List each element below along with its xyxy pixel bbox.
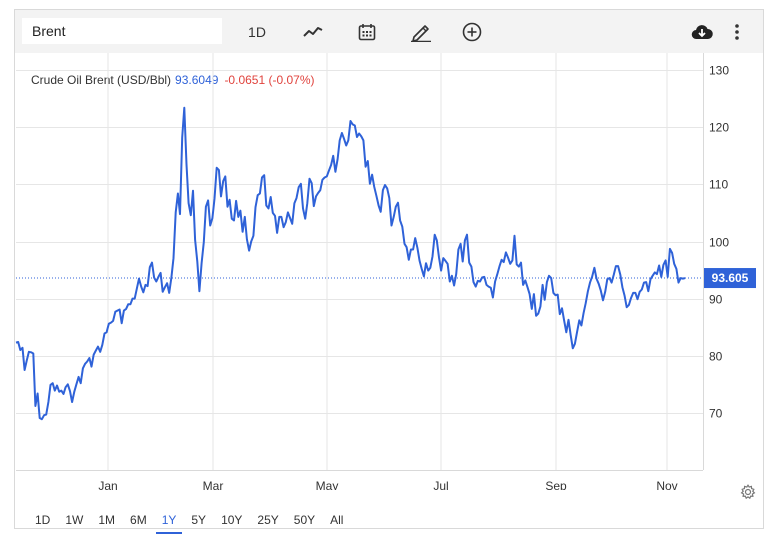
- pencil-icon[interactable]: [405, 18, 437, 46]
- range-button-25y[interactable]: 25Y: [257, 513, 279, 527]
- range-button-5y[interactable]: 5Y: [191, 513, 207, 527]
- y-tick-label: 120: [709, 121, 729, 135]
- x-tick-label: Jan: [98, 479, 117, 490]
- x-tick-label: Mar: [203, 479, 224, 490]
- y-tick-label: 70: [709, 407, 723, 421]
- line-chart[interactable]: 70 80 90 100 110 120 130 Jan Mar May Jul Sep Nov 93.6…: [15, 10, 763, 490]
- last-price: 93.6049: [175, 73, 219, 87]
- line-chart-icon[interactable]: [297, 18, 329, 46]
- toolbar: 1D: [15, 10, 763, 53]
- interval-button[interactable]: 1D: [248, 24, 266, 40]
- current-price-tag-label: 93.605: [712, 271, 749, 285]
- add-circle-icon[interactable]: [456, 18, 488, 46]
- y-tick-label: 80: [709, 350, 723, 364]
- range-button-1d[interactable]: 1D: [35, 513, 51, 527]
- range-button-1w[interactable]: 1W: [65, 513, 84, 527]
- series-line[interactable]: [15, 106, 686, 421]
- range-button-10y[interactable]: 10Y: [221, 513, 243, 527]
- more-vertical-icon[interactable]: [729, 18, 745, 46]
- time-range-selector: 1D 1W 1M 6M 1Y 5Y 10Y 25Y 50Y All: [29, 512, 352, 534]
- range-button-50y[interactable]: 50Y: [293, 513, 316, 527]
- y-tick-label: 130: [709, 64, 729, 78]
- chart-widget: 1D Crude Oil Brent (USD/Bbl)93.6049 -0.06…: [14, 9, 764, 534]
- calendar-icon[interactable]: [351, 18, 383, 46]
- price-header: Crude Oil Brent (USD/Bbl) 93.6049 -0.0651 …: [31, 73, 314, 87]
- y-tick-label: 90: [709, 293, 723, 307]
- range-button-all[interactable]: All: [330, 513, 344, 527]
- cloud-download-icon[interactable]: [686, 18, 718, 46]
- instrument-name: Crude Oil Brent (USD/Bbl): [31, 73, 172, 87]
- x-tick-label: May: [316, 479, 339, 490]
- price-change: -0.0651 (-0.07%): [224, 73, 315, 87]
- symbol-search-input[interactable]: [22, 18, 222, 44]
- x-tick-label: Sep: [545, 479, 567, 490]
- range-button-1y[interactable]: 1Y: [155, 512, 183, 534]
- x-tick-label: Nov: [656, 479, 677, 490]
- x-tick-label: Jul: [433, 479, 448, 490]
- current-price-tag: [704, 268, 756, 289]
- y-tick-label: 110: [709, 178, 728, 192]
- y-tick-label: 100: [709, 236, 729, 250]
- gear-icon[interactable]: [740, 484, 756, 505]
- range-button-1m[interactable]: 1M: [98, 513, 116, 527]
- range-button-6m[interactable]: 6M: [130, 513, 147, 527]
